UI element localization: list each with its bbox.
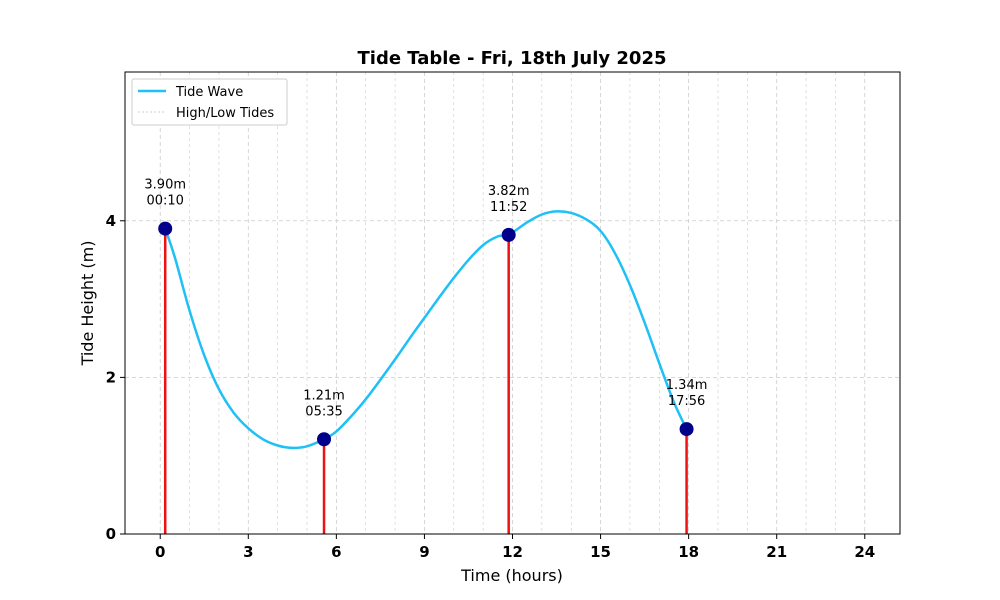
tide-height-label: 3.90m	[144, 178, 186, 193]
tide-markers	[158, 221, 694, 447]
tide-time-label: 00:10	[146, 194, 183, 209]
chart-title: Tide Table - Fri, 18th July 2025	[358, 48, 667, 69]
legend-box	[131, 78, 288, 126]
y-axis-ticks: 0 2 4	[106, 212, 125, 543]
x-tick-label: 6	[331, 543, 341, 561]
tide-time-label: 11:52	[490, 200, 527, 215]
x-tick-label: 24	[854, 543, 875, 561]
y-tick-label: 0	[106, 525, 116, 543]
legend: Tide Wave High/Low Tides	[131, 78, 288, 126]
tide-height-label: 3.82m	[488, 184, 530, 199]
y-axis-label: Tide Height (m)	[78, 241, 97, 367]
tide-marker	[501, 227, 516, 242]
y-tick-label: 2	[106, 368, 116, 386]
major-gridlines	[125, 72, 900, 535]
tide-marker	[158, 221, 173, 236]
tide-marker	[679, 422, 694, 437]
legend-label-tide-wave: Tide Wave	[175, 85, 243, 100]
y-tick-label: 4	[106, 212, 116, 230]
tide-height-label: 1.34m	[666, 378, 708, 393]
tide-time-label: 17:56	[668, 394, 705, 409]
x-tick-label: 3	[243, 543, 253, 561]
x-axis-label: Time (hours)	[460, 566, 563, 585]
tide-wave-line	[164, 210, 688, 450]
x-tick-label: 12	[502, 543, 523, 561]
tide-height-label: 1.21m	[303, 388, 345, 403]
x-tick-label: 18	[678, 543, 699, 561]
x-tick-label: 9	[419, 543, 429, 561]
x-tick-label: 0	[155, 543, 165, 561]
tide-marker	[317, 432, 332, 447]
legend-label-high-low-tides: High/Low Tides	[176, 106, 274, 121]
x-tick-label: 21	[766, 543, 787, 561]
tide-stems	[163, 228, 688, 534]
minor-gridlines	[189, 72, 836, 534]
tide-time-label: 05:35	[305, 404, 342, 419]
x-axis-ticks: 0 3 6 9 12 15 18 21 24	[155, 534, 875, 561]
x-tick-label: 15	[590, 543, 611, 561]
